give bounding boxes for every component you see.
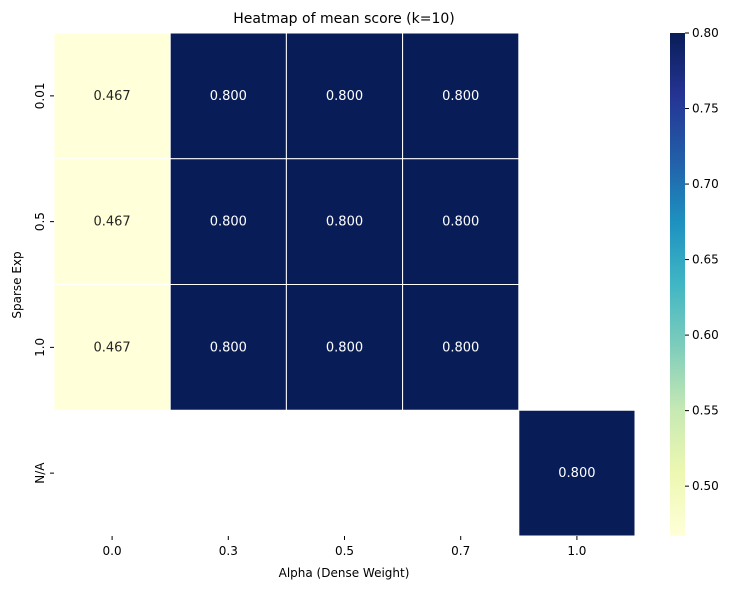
cell-value-label: 0.800 (210, 89, 247, 104)
colorbar (670, 33, 685, 536)
y-tick-label: 0.01 (33, 83, 47, 110)
colorbar-tick-label: 0.55 (692, 404, 719, 418)
cell-value-label: 0.467 (93, 89, 130, 104)
x-tick-label: 1.0 (567, 544, 586, 558)
heatmap-cell (169, 284, 287, 411)
cell-value-label: 0.800 (558, 466, 595, 481)
y-tick-label: N/A (33, 462, 47, 484)
heatmap-cell (402, 284, 520, 411)
cell-value-label: 0.800 (210, 215, 247, 230)
heatmap-cell (518, 409, 636, 537)
heatmap-cell (169, 32, 287, 160)
colorbar-tick-label: 0.75 (692, 102, 719, 116)
cell-value-label: 0.800 (326, 340, 363, 355)
x-tick-label: 0.0 (103, 544, 122, 558)
x-axis-ticks: 0.0 0.3 0.5 0.7 1.0 (103, 536, 586, 558)
heatmap-cell (53, 32, 171, 160)
cell-value-label: 0.467 (93, 340, 130, 355)
heatmap-cell (285, 32, 404, 160)
y-tick-label: 0.5 (33, 212, 47, 231)
colorbar-tick-label: 0.70 (692, 177, 719, 191)
cell-value-label: 0.800 (442, 340, 479, 355)
chart-title: Heatmap of mean score (k=10) (233, 11, 455, 27)
heatmap-cell-labels: 0.467 0.800 0.800 0.800 0.467 0.800 0.800 0.800… (93, 89, 595, 481)
x-tick-label: 0.7 (451, 544, 470, 558)
cell-value-label: 0.800 (442, 215, 479, 230)
colorbar-tick-label: 0.60 (692, 328, 719, 342)
heatmap-cell (402, 32, 520, 160)
y-tick-label: 1.0 (33, 338, 47, 357)
heatmap-cell (402, 158, 520, 285)
cell-value-label: 0.800 (326, 89, 363, 104)
heatmap-cells (53, 32, 636, 537)
colorbar-tick-label: 0.80 (692, 26, 719, 40)
colorbar-tick-label: 0.65 (692, 253, 719, 267)
cell-value-label: 0.467 (93, 215, 130, 230)
colorbar-tick-label: 0.50 (692, 479, 719, 493)
cell-value-label: 0.800 (326, 215, 363, 230)
x-tick-label: 0.5 (335, 544, 354, 558)
x-tick-label: 0.3 (219, 544, 238, 558)
x-axis-label: Alpha (Dense Weight) (279, 566, 410, 580)
heatmap-cell (53, 158, 171, 285)
cell-value-label: 0.800 (210, 340, 247, 355)
colorbar-ticks: 0.50 0.55 0.60 0.65 0.70 0.75 0.80 (685, 26, 719, 493)
cell-value-label: 0.800 (442, 89, 479, 104)
y-axis-ticks: 0.01 0.5 1.0 N/A (33, 83, 54, 484)
heatmap-cell (169, 158, 287, 285)
y-axis-label: Sparse Exp (10, 251, 24, 318)
